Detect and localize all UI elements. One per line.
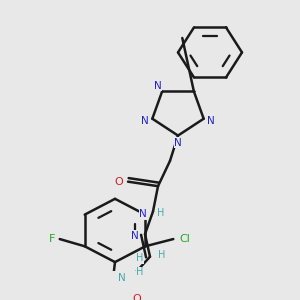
- Text: H: H: [157, 208, 165, 218]
- Text: H: H: [158, 250, 166, 260]
- Text: N: N: [141, 116, 148, 126]
- Text: H: H: [136, 267, 144, 277]
- Text: Cl: Cl: [180, 234, 191, 244]
- Text: N: N: [154, 81, 161, 91]
- Text: N: N: [139, 209, 147, 219]
- Text: N: N: [118, 273, 126, 284]
- Text: H: H: [136, 254, 144, 263]
- Text: O: O: [133, 294, 141, 300]
- Text: N: N: [131, 231, 139, 241]
- Text: N: N: [174, 138, 182, 148]
- Text: N: N: [207, 116, 215, 126]
- Text: F: F: [49, 234, 55, 244]
- Text: O: O: [115, 177, 123, 187]
